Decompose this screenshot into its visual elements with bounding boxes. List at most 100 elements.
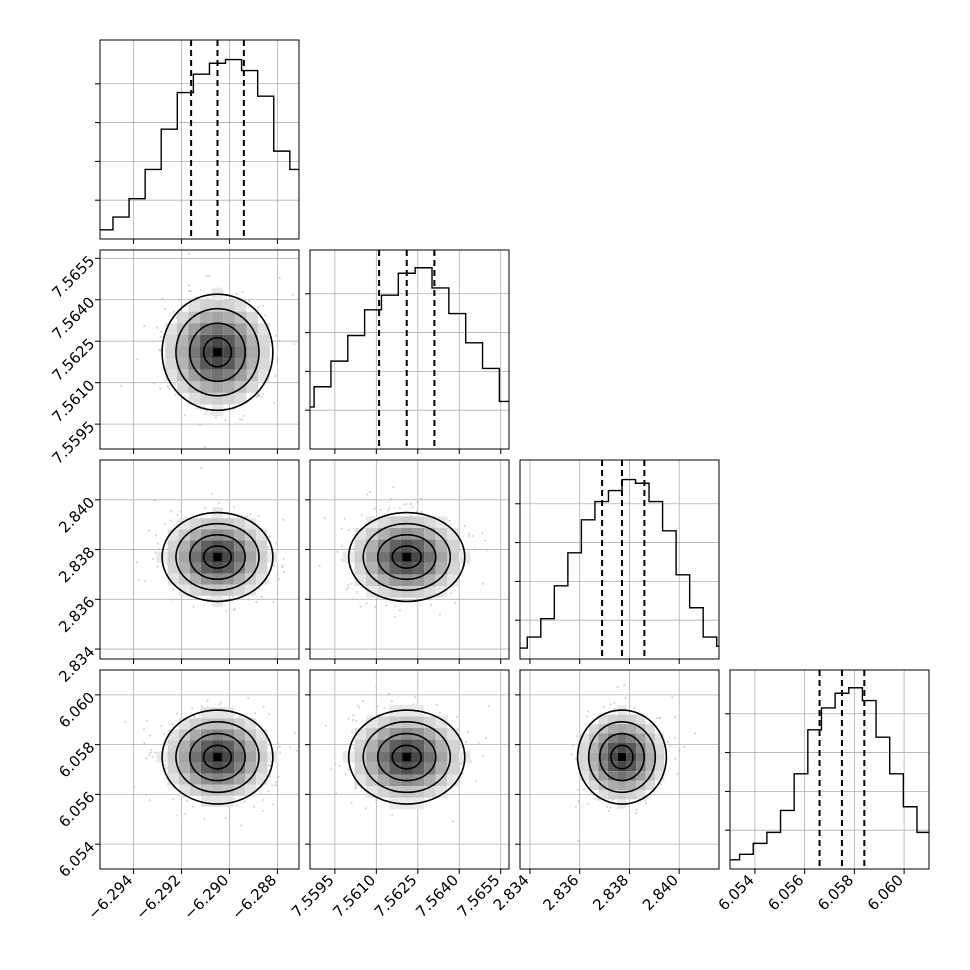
density-cell: [598, 742, 608, 753]
sample-point: [351, 730, 354, 733]
contour-1.5sigma: [175, 522, 260, 592]
sample-point: [267, 763, 271, 767]
sample-point: [468, 534, 471, 538]
density-cell: [167, 773, 179, 785]
sample-point: [574, 805, 578, 808]
density-cell: [435, 728, 448, 740]
density-cell: [189, 573, 201, 585]
contour-0.5sigma: [202, 545, 233, 569]
density-cell: [176, 381, 189, 393]
sample-point: [683, 746, 686, 749]
sample-point: [278, 339, 281, 342]
sample-point: [172, 588, 175, 591]
density-cell: [223, 346, 235, 359]
sample-point: [293, 731, 296, 734]
density-cell: [176, 334, 189, 347]
density-cell: [189, 729, 201, 741]
density-cell: [447, 728, 459, 740]
sample-point: [666, 740, 670, 744]
sample-point: [189, 289, 192, 293]
sample-point: [281, 564, 284, 567]
x-tick-label: 7.5610: [329, 871, 379, 921]
contour-2sigma: [161, 511, 274, 603]
sample-point: [283, 570, 286, 574]
sample-point: [464, 740, 468, 744]
density-cell: [223, 573, 235, 585]
density-cell: [389, 551, 401, 563]
panel-frame: [99, 459, 300, 660]
sample-point: [182, 795, 185, 798]
density-cell: [607, 733, 618, 743]
density-cell: [188, 381, 201, 393]
density-peak: [213, 348, 222, 357]
density-cell: [245, 584, 257, 596]
density-cell: [598, 733, 608, 743]
density-cell: [246, 311, 259, 324]
sample-point: [347, 528, 350, 532]
density-cell: [354, 551, 367, 563]
sample-point: [183, 395, 186, 398]
density-layer: [570, 683, 697, 843]
density-cell: [234, 311, 247, 324]
density-cell: [245, 573, 257, 585]
density-cell: [245, 718, 257, 730]
x-tick-label: −6.288: [228, 871, 280, 923]
density-cell: [188, 369, 201, 382]
sample-point: [291, 293, 294, 296]
sample-point: [272, 601, 275, 604]
density-cell: [435, 527, 448, 540]
density-cell: [234, 584, 246, 596]
density-panel-0-3: [95, 669, 300, 874]
sample-point: [278, 578, 281, 581]
density-cell: [245, 784, 257, 796]
density-cell: [424, 527, 436, 540]
sample-point: [159, 335, 162, 339]
density-cell: [400, 516, 413, 528]
sample-point: [659, 783, 663, 786]
sample-point: [170, 598, 173, 601]
contour-1.5sigma: [362, 721, 452, 794]
sample-point: [267, 546, 270, 549]
density-layer: [120, 252, 296, 449]
density-cell: [200, 346, 212, 359]
density-cell: [447, 574, 459, 587]
sample-point: [211, 492, 214, 495]
density-cell: [200, 573, 212, 585]
density-cell: [412, 516, 425, 528]
sample-point: [341, 544, 344, 548]
sample-point: [225, 610, 228, 613]
x-tick-label: 2.836: [539, 871, 582, 914]
sample-point: [191, 805, 194, 808]
density-cell: [354, 751, 367, 763]
sample-point: [142, 728, 145, 731]
sample-point: [338, 765, 341, 768]
density-cell: [435, 539, 448, 552]
x-tick-label: 6.056: [764, 871, 807, 914]
contour-0.5sigma: [610, 744, 634, 770]
density-cell: [234, 740, 246, 752]
density-cell: [256, 529, 268, 541]
density-cell: [645, 724, 655, 734]
density-cell: [223, 562, 235, 574]
density-cell: [189, 540, 201, 552]
density-cell: [211, 795, 224, 807]
sample-point: [241, 291, 244, 294]
density-cell: [366, 539, 378, 552]
sample-point: [271, 784, 274, 787]
density-cell: [607, 752, 618, 762]
sample-point: [220, 701, 223, 704]
contour-1.5sigma: [362, 522, 452, 592]
density-cell: [607, 724, 618, 734]
density-cell: [189, 529, 201, 541]
x-tick-label: 7.5625: [371, 871, 421, 921]
sample-point: [644, 802, 648, 805]
density-cell: [626, 780, 637, 790]
sample-point: [282, 518, 285, 521]
sample-point: [398, 609, 401, 612]
sample-point: [585, 715, 588, 718]
sample-point: [159, 387, 162, 390]
density-cell: [223, 795, 235, 807]
sample-point: [275, 542, 278, 545]
density-cell: [654, 771, 665, 781]
